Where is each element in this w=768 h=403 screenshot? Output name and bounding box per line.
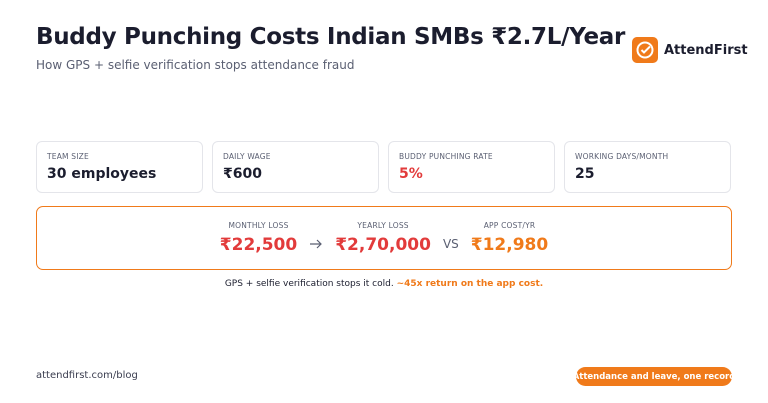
input-label: TEAM SIZE xyxy=(47,152,89,161)
footer-badge: Attendance and leave, one record xyxy=(573,367,735,386)
input-value: 25 xyxy=(575,166,595,182)
input-label: BUDDY PUNCHING RATE xyxy=(399,152,493,161)
separator: VS xyxy=(442,237,459,251)
logo-icon xyxy=(632,37,658,63)
input-label: DAILY WAGE xyxy=(223,152,271,161)
result-item: MONTHLY LOSS ₹22,500 xyxy=(220,221,297,255)
brand-name: AttendFirst xyxy=(664,42,748,58)
footer-url[interactable]: attendfirst.com/blog xyxy=(36,370,138,381)
input-card: BUDDY PUNCHING RATE 5% xyxy=(388,141,555,193)
result-value: ₹12,980 xyxy=(470,235,549,255)
input-value: ₹600 xyxy=(223,166,262,182)
results-box: MONTHLY LOSS ₹22,500 YEARLY LOSS ₹2,70,000… xyxy=(36,206,732,270)
arrow-icon xyxy=(310,239,323,249)
input-value: 30 employees xyxy=(47,166,157,182)
input-card: TEAM SIZE 30 employees xyxy=(36,141,203,193)
brand: AttendFirst xyxy=(632,37,748,63)
note-text: GPS + selfie verification stops it cold. xyxy=(224,279,394,289)
input-label: WORKING DAYS/MONTH xyxy=(575,152,669,161)
input-card: WORKING DAYS/MONTH 25 xyxy=(564,141,731,193)
result-value: ₹22,500 xyxy=(219,235,298,255)
input-card: DAILY WAGE ₹600 xyxy=(212,141,379,193)
result-item: APP COST/YR ₹12,980 xyxy=(471,221,548,255)
subtitle: How GPS + selfie verification stops atte… xyxy=(36,58,355,72)
result-value: ₹2,70,000 xyxy=(335,235,431,255)
note-highlight: ~45x return on the app cost. xyxy=(396,279,544,289)
result-label: APP COST/YR xyxy=(483,221,536,230)
note: GPS + selfie verification stops it cold.… xyxy=(0,279,768,289)
result-label: MONTHLY LOSS xyxy=(228,221,289,230)
result-label: YEARLY LOSS xyxy=(357,221,409,230)
result-item: YEARLY LOSS ₹2,70,000 xyxy=(335,221,431,255)
title: Buddy Punching Costs Indian SMBs ₹2.7L/Y… xyxy=(36,24,626,50)
input-value: 5% xyxy=(399,166,423,182)
